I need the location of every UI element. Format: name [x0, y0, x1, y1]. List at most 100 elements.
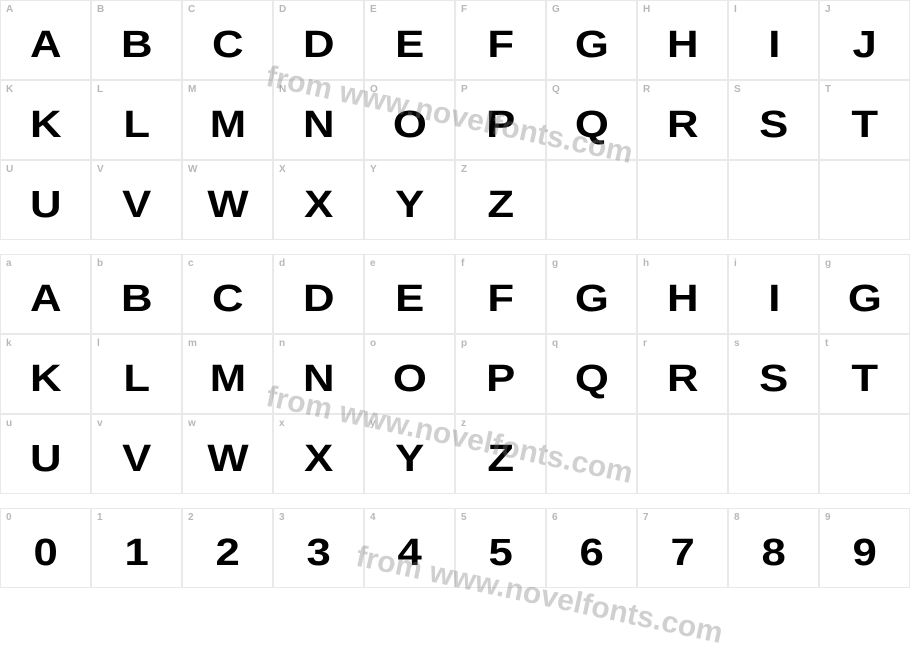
cell-glyph: X [304, 186, 332, 224]
cell-key-label: y [370, 418, 376, 429]
cell-glyph: S [759, 360, 787, 398]
cell-key-label: H [643, 4, 650, 15]
cell-key-label: o [370, 338, 376, 349]
cell-glyph: M [210, 360, 245, 398]
glyph-cell: zZ [455, 414, 546, 494]
glyph-cell: LL [91, 80, 182, 160]
glyph-cell: vV [91, 414, 182, 494]
cell-key-label: p [461, 338, 467, 349]
glyph-cell: mM [182, 334, 273, 414]
cell-key-label: t [825, 338, 828, 349]
character-map-grid: AABBCCDDEEFFGGHHIIJJKKLLMMNNOOPPQQRRSSTT… [0, 0, 911, 588]
glyph-cell: oO [364, 334, 455, 414]
glyph-cell: WW [182, 160, 273, 240]
cell-key-label: L [97, 84, 103, 95]
glyph-cell: uU [0, 414, 91, 494]
cell-glyph: C [212, 280, 242, 318]
cell-glyph: I [768, 280, 779, 318]
glyph-cell: 88 [728, 508, 819, 588]
cell-glyph: D [303, 280, 333, 318]
cell-glyph: A [30, 26, 60, 64]
cell-glyph: N [303, 106, 333, 144]
cell-glyph: C [212, 26, 242, 64]
glyph-cell: 22 [182, 508, 273, 588]
cell-key-label: x [279, 418, 285, 429]
cell-key-label: M [188, 84, 196, 95]
empty-cell [546, 414, 637, 494]
cell-key-label: i [734, 258, 737, 269]
glyph-cell: TT [819, 80, 910, 160]
grid-row: uUvVwWxXyYzZ [0, 414, 911, 494]
cell-glyph: Q [575, 360, 608, 398]
cell-glyph: M [210, 106, 245, 144]
cell-glyph: O [393, 360, 426, 398]
glyph-cell: AA [0, 0, 91, 80]
cell-glyph: K [30, 106, 60, 144]
glyph-cell: NN [273, 80, 364, 160]
grid-row: kKlLmMnNoOpPqQrRsStT [0, 334, 911, 414]
cell-key-label: 9 [825, 512, 831, 523]
cell-glyph: O [393, 106, 426, 144]
cell-key-label: S [734, 84, 741, 95]
cell-glyph: X [304, 440, 332, 478]
glyph-cell: 55 [455, 508, 546, 588]
cell-glyph: S [759, 106, 787, 144]
cell-key-label: k [6, 338, 12, 349]
cell-glyph: 5 [489, 534, 512, 572]
cell-key-label: K [6, 84, 13, 95]
glyph-cell: tT [819, 334, 910, 414]
glyph-cell: bB [91, 254, 182, 334]
glyph-cell: 44 [364, 508, 455, 588]
glyph-cell: BB [91, 0, 182, 80]
cell-glyph: 3 [307, 534, 330, 572]
cell-key-label: P [461, 84, 468, 95]
cell-key-label: m [188, 338, 197, 349]
glyph-cell: 77 [637, 508, 728, 588]
glyph-cell: 66 [546, 508, 637, 588]
glyph-cell: lL [91, 334, 182, 414]
cell-glyph: Y [395, 186, 423, 224]
cell-key-label: V [97, 164, 104, 175]
cell-glyph: W [207, 440, 247, 478]
cell-key-label: z [461, 418, 466, 429]
cell-key-label: 3 [279, 512, 285, 523]
cell-glyph: R [667, 106, 697, 144]
empty-cell [819, 160, 910, 240]
cell-glyph: U [30, 440, 60, 478]
cell-key-label: u [6, 418, 12, 429]
cell-key-label: 8 [734, 512, 740, 523]
cell-glyph: I [768, 26, 779, 64]
cell-key-label: 7 [643, 512, 649, 523]
glyph-cell: iI [728, 254, 819, 334]
cell-key-label: g [825, 258, 831, 269]
glyph-cell: rR [637, 334, 728, 414]
cell-glyph: Y [395, 440, 423, 478]
cell-glyph: F [488, 26, 514, 64]
cell-glyph: N [303, 360, 333, 398]
cell-glyph: E [395, 280, 423, 318]
cell-key-label: I [734, 4, 737, 15]
glyph-cell: pP [455, 334, 546, 414]
cell-key-label: J [825, 4, 831, 15]
glyph-cell: YY [364, 160, 455, 240]
glyph-cell: XX [273, 160, 364, 240]
cell-key-label: s [734, 338, 740, 349]
cell-key-label: n [279, 338, 285, 349]
glyph-cell: aA [0, 254, 91, 334]
cell-key-label: O [370, 84, 378, 95]
empty-cell [819, 414, 910, 494]
cell-glyph: B [121, 280, 151, 318]
cell-key-label: g [552, 258, 558, 269]
cell-glyph: G [575, 280, 608, 318]
cell-key-label: U [6, 164, 13, 175]
cell-glyph: A [30, 280, 60, 318]
cell-glyph: G [575, 26, 608, 64]
glyph-cell: CC [182, 0, 273, 80]
glyph-cell: VV [91, 160, 182, 240]
glyph-cell: qQ [546, 334, 637, 414]
glyph-cell: DD [273, 0, 364, 80]
cell-glyph: G [848, 280, 881, 318]
cell-key-label: c [188, 258, 194, 269]
cell-key-label: q [552, 338, 558, 349]
cell-key-label: l [97, 338, 100, 349]
